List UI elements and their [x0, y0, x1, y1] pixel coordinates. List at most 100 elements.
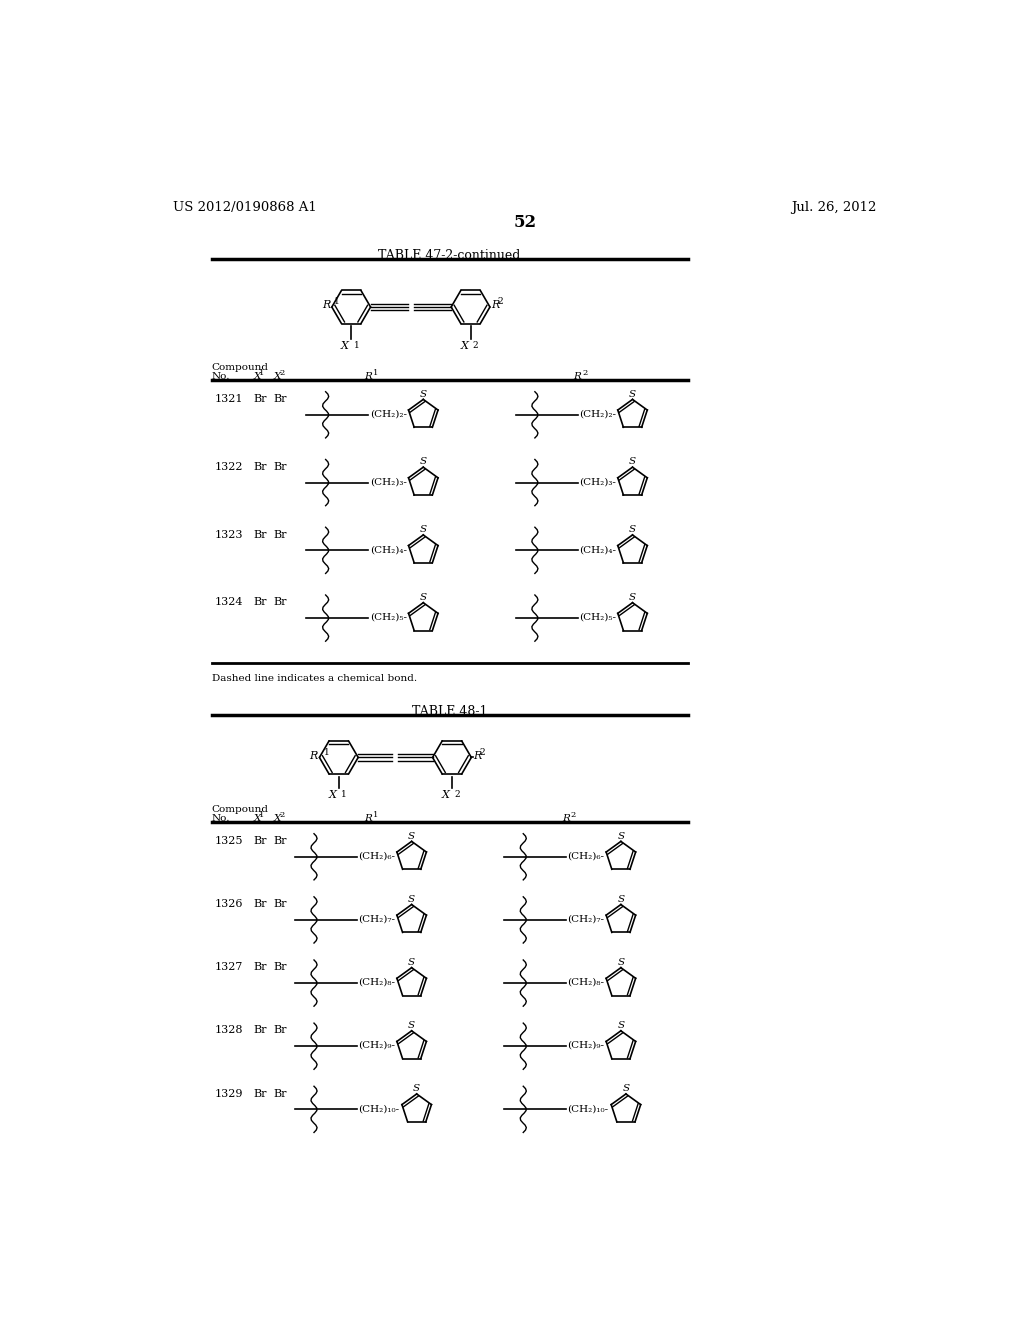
Text: Br: Br	[254, 462, 267, 471]
Text: 1: 1	[324, 747, 330, 756]
Text: 2: 2	[455, 789, 460, 799]
Text: S: S	[420, 593, 427, 602]
Text: S: S	[617, 958, 625, 966]
Text: (CH₂)₇-: (CH₂)₇-	[567, 915, 604, 924]
Text: Dashed line indicates a chemical bond.: Dashed line indicates a chemical bond.	[212, 673, 417, 682]
Text: Br: Br	[273, 598, 287, 607]
Text: S: S	[629, 525, 636, 535]
Text: (CH₂)₁₀-: (CH₂)₁₀-	[567, 1104, 608, 1113]
Text: 2: 2	[479, 747, 484, 756]
Text: 2: 2	[280, 810, 285, 818]
Text: TABLE 47-2-continued: TABLE 47-2-continued	[379, 249, 521, 263]
Text: 1322: 1322	[215, 462, 244, 471]
Text: Br: Br	[254, 836, 267, 846]
Text: R: R	[365, 813, 372, 822]
Text: S: S	[617, 895, 625, 904]
Text: Br: Br	[254, 1089, 267, 1098]
Text: 1: 1	[259, 368, 264, 376]
Text: 1323: 1323	[215, 529, 244, 540]
Text: R: R	[492, 301, 500, 310]
Text: X: X	[441, 789, 450, 800]
Text: (CH₂)₄-: (CH₂)₄-	[370, 545, 407, 554]
Text: R: R	[573, 372, 582, 380]
Text: S: S	[409, 1022, 415, 1030]
Text: Br: Br	[254, 899, 267, 909]
Text: X: X	[461, 341, 468, 351]
Text: S: S	[409, 958, 415, 966]
Text: Br: Br	[273, 1089, 287, 1098]
Text: 1: 1	[341, 789, 347, 799]
Text: X: X	[254, 813, 261, 822]
Text: S: S	[409, 895, 415, 904]
Text: Br: Br	[273, 1026, 287, 1035]
Text: R: R	[322, 301, 331, 310]
Text: X: X	[273, 372, 281, 380]
Text: Compound: Compound	[212, 363, 268, 372]
Text: (CH₂)₃-: (CH₂)₃-	[579, 478, 615, 486]
Text: Br: Br	[254, 1026, 267, 1035]
Text: R: R	[309, 751, 317, 760]
Text: 52: 52	[513, 214, 537, 231]
Text: (CH₂)₆-: (CH₂)₆-	[567, 851, 604, 861]
Text: Br: Br	[254, 529, 267, 540]
Text: 2: 2	[583, 368, 588, 376]
Text: S: S	[629, 593, 636, 602]
Text: 2: 2	[280, 368, 285, 376]
Text: Br: Br	[273, 836, 287, 846]
Text: No.: No.	[212, 372, 230, 380]
Text: 1325: 1325	[215, 836, 244, 846]
Text: 1324: 1324	[215, 598, 244, 607]
Text: 1328: 1328	[215, 1026, 244, 1035]
Text: Br: Br	[254, 962, 267, 973]
Text: Br: Br	[273, 529, 287, 540]
Text: 2: 2	[570, 810, 575, 818]
Text: S: S	[420, 525, 427, 535]
Text: (CH₂)₈-: (CH₂)₈-	[358, 978, 395, 987]
Text: S: S	[617, 832, 625, 841]
Text: S: S	[629, 389, 636, 399]
Text: S: S	[409, 832, 415, 841]
Text: US 2012/0190868 A1: US 2012/0190868 A1	[173, 201, 316, 214]
Text: (CH₂)₂-: (CH₂)₂-	[370, 409, 407, 418]
Text: No.: No.	[212, 813, 230, 822]
Text: 1: 1	[373, 810, 378, 818]
Text: Br: Br	[254, 395, 267, 404]
Text: (CH₂)₈-: (CH₂)₈-	[567, 978, 604, 987]
Text: Br: Br	[273, 395, 287, 404]
Text: (CH₂)₅-: (CH₂)₅-	[370, 612, 407, 622]
Text: S: S	[420, 458, 427, 466]
Text: 1326: 1326	[215, 899, 244, 909]
Text: 1329: 1329	[215, 1089, 244, 1098]
Text: (CH₂)₇-: (CH₂)₇-	[358, 915, 395, 924]
Text: (CH₂)₆-: (CH₂)₆-	[358, 851, 395, 861]
Text: X: X	[341, 341, 349, 351]
Text: S: S	[617, 1022, 625, 1030]
Text: (CH₂)₅-: (CH₂)₅-	[579, 612, 616, 622]
Text: Compound: Compound	[212, 805, 268, 814]
Text: 1321: 1321	[215, 395, 244, 404]
Text: 2: 2	[498, 297, 504, 306]
Text: 1: 1	[334, 297, 340, 306]
Text: TABLE 48-1: TABLE 48-1	[412, 705, 487, 718]
Text: X: X	[329, 789, 337, 800]
Text: Jul. 26, 2012: Jul. 26, 2012	[792, 201, 877, 214]
Text: X: X	[273, 813, 281, 822]
Text: Br: Br	[273, 462, 287, 471]
Text: (CH₂)₁₀-: (CH₂)₁₀-	[358, 1104, 399, 1113]
Text: 1: 1	[373, 368, 378, 376]
Text: X: X	[254, 372, 261, 380]
Text: S: S	[629, 458, 636, 466]
Text: R: R	[473, 751, 481, 760]
Text: (CH₂)₉-: (CH₂)₉-	[358, 1041, 395, 1049]
Text: S: S	[420, 389, 427, 399]
Text: 1: 1	[259, 810, 264, 818]
Text: (CH₂)₂-: (CH₂)₂-	[579, 409, 616, 418]
Text: (CH₂)₉-: (CH₂)₉-	[567, 1041, 604, 1049]
Text: 1: 1	[353, 341, 359, 350]
Text: Br: Br	[254, 598, 267, 607]
Text: S: S	[413, 1084, 420, 1093]
Text: 1327: 1327	[215, 962, 243, 973]
Text: Br: Br	[273, 962, 287, 973]
Text: R: R	[365, 372, 372, 380]
Text: R: R	[562, 813, 569, 822]
